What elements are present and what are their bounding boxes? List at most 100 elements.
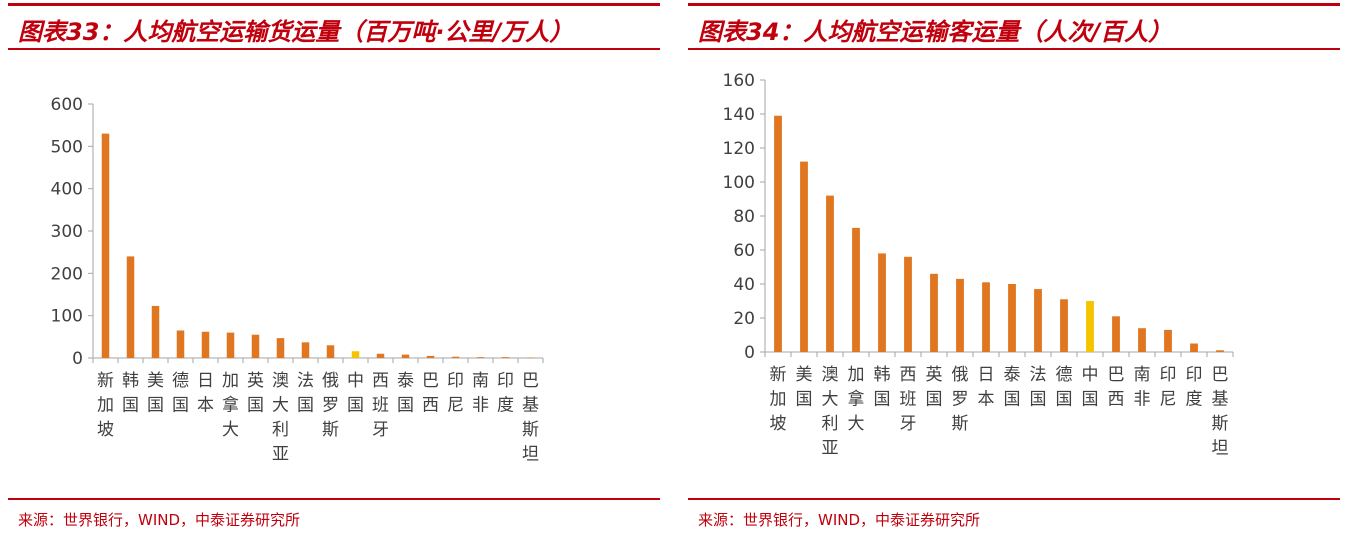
bar	[376, 353, 385, 358]
bar	[501, 357, 510, 358]
y-tick-label: 100	[723, 173, 755, 193]
bar	[956, 278, 964, 352]
source-divider	[688, 498, 1340, 500]
x-tick-label: 巴西	[1108, 365, 1125, 410]
bar	[151, 305, 160, 358]
x-tick-label: 巴基斯坦	[1212, 365, 1229, 459]
source-note: 来源：世界银行，WIND，中泰证券研究所	[18, 511, 301, 529]
y-tick-label: 600	[51, 95, 83, 115]
bar	[101, 133, 110, 358]
bar	[126, 256, 135, 358]
y-tick-label: 400	[51, 180, 83, 200]
bar-chart-passengers: 0 20 40 60 80 100 120 140 160 新加坡美国澳大利亚加拿大韩国西班牙英国…	[723, 71, 1234, 459]
top-accent-line	[8, 3, 660, 6]
y-tick-label: 100	[51, 307, 83, 327]
bar	[800, 161, 808, 352]
bar	[176, 330, 185, 358]
x-tick-label: 印度	[1186, 365, 1203, 410]
chart-panel-right: 图表34：人均航空运输客运量（人次/百人） 0 20 40 60 80 100 120 140…	[688, 0, 1340, 540]
source-note: 来源：世界银行，WIND，中泰证券研究所	[698, 511, 981, 529]
y-tick-label: 200	[51, 264, 83, 284]
y-tick-label: 0	[744, 343, 755, 363]
x-tick-label: 英国	[926, 365, 943, 410]
bar	[426, 355, 435, 358]
x-tick-label: 印尼	[447, 371, 464, 416]
bar-chart-cargo: 0 100 200 300 400 500 600 新加坡韩国美国德国日本加拿大英国澳大利亚法…	[51, 95, 544, 465]
x-tick-label: 韩国	[874, 365, 891, 410]
x-tick-label: 美国	[796, 365, 813, 410]
title-divider	[688, 48, 1340, 50]
bar	[1086, 301, 1094, 352]
x-tick-label: 德国	[172, 371, 189, 416]
y-tick-label: 160	[723, 71, 755, 91]
bar	[1216, 350, 1224, 352]
bar	[251, 334, 260, 358]
x-tick-label: 日本	[197, 371, 214, 416]
x-tick-label: 新加坡	[770, 365, 787, 434]
bar	[301, 342, 310, 358]
x-tick-label: 印度	[497, 371, 514, 416]
bar	[826, 195, 834, 352]
x-tick-label: 日本	[978, 365, 995, 410]
bar	[201, 331, 210, 358]
x-tick-label: 中国	[347, 371, 364, 416]
bar	[930, 273, 938, 352]
bar	[1190, 343, 1198, 352]
y-tick-label: 120	[723, 139, 755, 159]
x-tick-label: 法国	[297, 371, 314, 416]
x-tick-label: 德国	[1056, 365, 1073, 410]
y-tick-label: 20	[733, 309, 755, 329]
bar	[451, 356, 460, 358]
x-tick-label: 澳大利亚	[272, 371, 289, 465]
bar	[878, 253, 886, 352]
bar	[1138, 328, 1146, 352]
chart-title: 图表33：人均航空运输货运量（百万吨·公里/万人）	[18, 18, 574, 46]
x-tick-label: 加拿大	[848, 365, 865, 434]
x-tick-label: 西班牙	[372, 371, 389, 440]
bar	[276, 338, 285, 358]
y-tick-label: 0	[72, 349, 83, 369]
y-tick-label: 140	[723, 105, 755, 125]
x-tick-label: 巴基斯坦	[522, 371, 539, 465]
bar	[904, 256, 912, 352]
y-tick-label: 300	[51, 222, 83, 242]
y-tick-label: 60	[733, 241, 755, 261]
bar	[852, 227, 860, 352]
bar	[226, 332, 235, 358]
bar	[1112, 316, 1120, 352]
x-tick-label: 俄罗斯	[322, 371, 339, 440]
bar	[526, 357, 535, 359]
chart-title: 图表34：人均航空运输客运量（人次/百人）	[698, 18, 1173, 46]
bar	[1008, 284, 1016, 352]
bar	[1034, 289, 1042, 352]
y-tick-label: 80	[733, 207, 755, 227]
top-accent-line	[688, 3, 1340, 6]
x-tick-label: 泰国	[397, 371, 414, 416]
x-tick-label: 新加坡	[97, 371, 114, 440]
x-tick-label: 南非	[1134, 365, 1151, 410]
y-tick-label: 500	[51, 137, 83, 157]
bar	[326, 345, 335, 358]
bar	[351, 351, 360, 358]
x-tick-label: 南非	[472, 371, 489, 416]
y-tick-label: 40	[733, 275, 755, 295]
bar	[774, 115, 782, 352]
bar	[982, 282, 990, 352]
x-tick-label: 俄罗斯	[952, 365, 969, 434]
bar	[401, 354, 410, 358]
source-divider	[8, 498, 660, 500]
bar	[476, 357, 485, 358]
x-tick-label: 澳大利亚	[822, 365, 839, 459]
x-tick-label: 泰国	[1004, 365, 1021, 410]
x-tick-label: 印尼	[1160, 365, 1177, 410]
x-tick-label: 加拿大	[222, 371, 239, 440]
x-tick-label: 西班牙	[900, 365, 917, 434]
x-tick-label: 韩国	[122, 371, 139, 416]
chart-panel-left: 图表33：人均航空运输货运量（百万吨·公里/万人） 0 100 200 300 400 5…	[8, 0, 660, 540]
x-tick-label: 中国	[1082, 365, 1099, 410]
bar	[1060, 299, 1068, 352]
bar	[1164, 329, 1172, 352]
title-divider	[8, 48, 660, 50]
x-tick-label: 巴西	[422, 371, 439, 416]
x-tick-label: 法国	[1030, 365, 1047, 410]
